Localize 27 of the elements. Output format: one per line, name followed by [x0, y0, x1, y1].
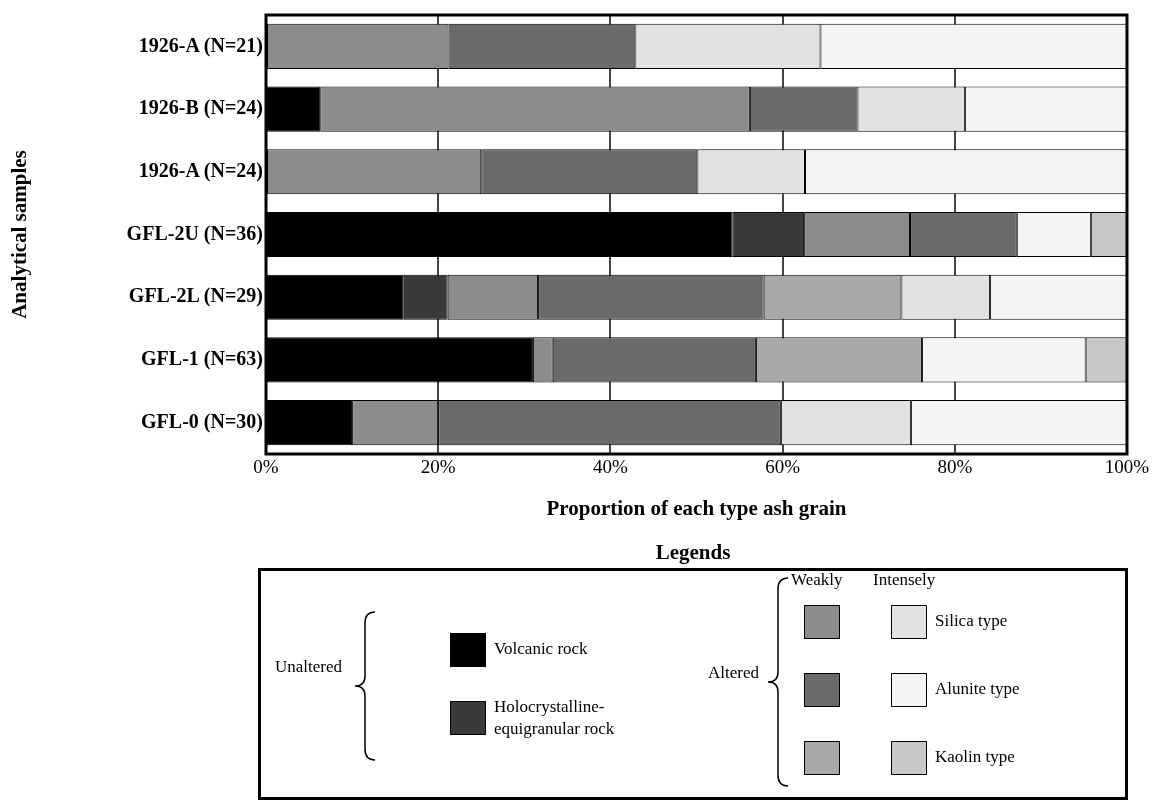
legend-label: Silica type — [935, 611, 1008, 631]
legend-label: Volcanic rock — [494, 639, 589, 659]
text: Weakly — [791, 570, 843, 590]
legend-label: Holocrystalline-equigranular rock — [494, 697, 615, 739]
text: Unaltered — [275, 657, 343, 677]
bar — [267, 337, 533, 383]
y-tick-label: GFL-0 (N=30) — [141, 409, 263, 433]
x-tick-label: 80% — [937, 456, 973, 478]
x-tick-label: 40% — [592, 456, 628, 478]
y-tick-label: 1926-A (N=24) — [138, 158, 263, 182]
x-axis-title: Proportion of each type ash grain — [546, 495, 847, 520]
y-tick-label: 1926-A (N=21) — [138, 33, 263, 57]
legend-title: Legends — [654, 540, 732, 565]
bar — [267, 86, 321, 132]
y-tick-label: 1926-B (N=24) — [138, 96, 263, 120]
y-tick-label: GFL-2U (N=36) — [126, 221, 263, 245]
legend-label: Alunite type — [935, 679, 1020, 699]
x-tick-label: 0% — [253, 456, 279, 478]
legend-label: Kaolin type — [935, 747, 1015, 767]
y-tick-label: GFL-2L (N=29) — [128, 284, 263, 308]
text: Intensely — [873, 570, 936, 590]
x-tick-label: 60% — [765, 456, 801, 478]
x-tick-label: 20% — [420, 456, 456, 478]
x-tick-label: 100% — [1104, 456, 1150, 478]
text: Altered — [708, 663, 759, 683]
y-tick-label: GFL-1 (N=63) — [141, 347, 263, 371]
y-axis-title: Analytical samples — [7, 150, 32, 319]
